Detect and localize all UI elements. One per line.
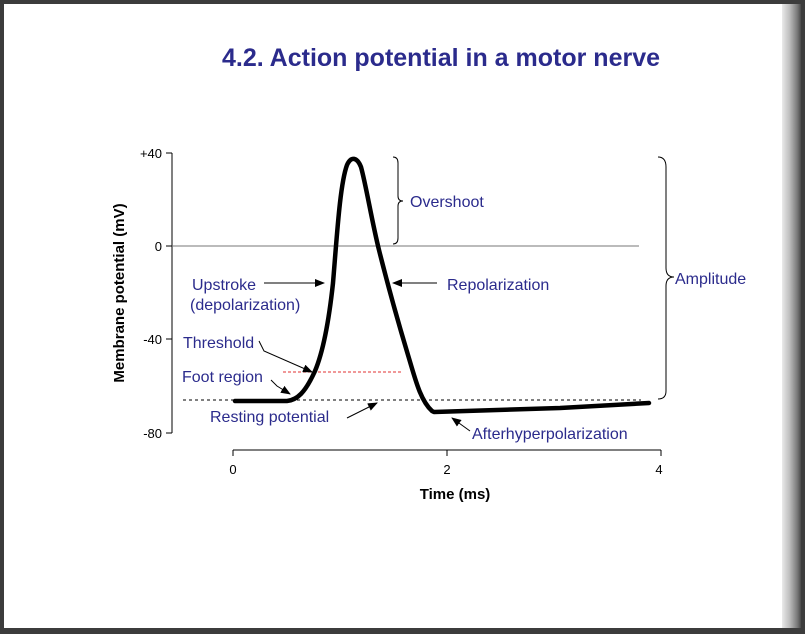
- action-potential-trace: [232, 156, 652, 415]
- resting-potential-arrow: [346, 402, 378, 419]
- x-tick-label: 4: [655, 462, 662, 477]
- afterhyperpolarization-label: Afterhyperpolarization: [472, 426, 628, 443]
- y-tick-label: -80: [143, 426, 162, 441]
- afterhyperpolarization-arrow: [451, 417, 471, 432]
- x-tick-label: 0: [229, 462, 236, 477]
- y-tick-label: +40: [140, 146, 162, 161]
- threshold-label: Threshold: [183, 335, 254, 352]
- threshold-arrow: [258, 340, 313, 373]
- slide: [4, 4, 782, 628]
- upstroke-label: Upstroke: [192, 277, 256, 294]
- foot-region-arrow: [270, 379, 291, 395]
- overshoot-bracket: [392, 156, 404, 245]
- y-tick-label: 0: [155, 239, 162, 254]
- slide-title: 4.2. Action potential in a motor nerve: [221, 44, 661, 72]
- amplitude-bracket: [657, 156, 675, 400]
- y-axis-title: Membrane potential (mV): [111, 203, 128, 382]
- repolarization-label: Repolarization: [447, 277, 549, 294]
- depolarization-label: (depolarization): [190, 297, 300, 314]
- x-axis-title: Time (ms): [420, 486, 491, 503]
- amplitude-label: Amplitude: [675, 271, 746, 288]
- overshoot-label: Overshoot: [410, 194, 484, 211]
- slide-edge-shadow: [782, 4, 801, 628]
- x-tick-label: 2: [443, 462, 450, 477]
- foot-region-label: Foot region: [182, 369, 263, 386]
- resting-potential-label: Resting potential: [210, 409, 329, 426]
- y-tick-label: -40: [143, 332, 162, 347]
